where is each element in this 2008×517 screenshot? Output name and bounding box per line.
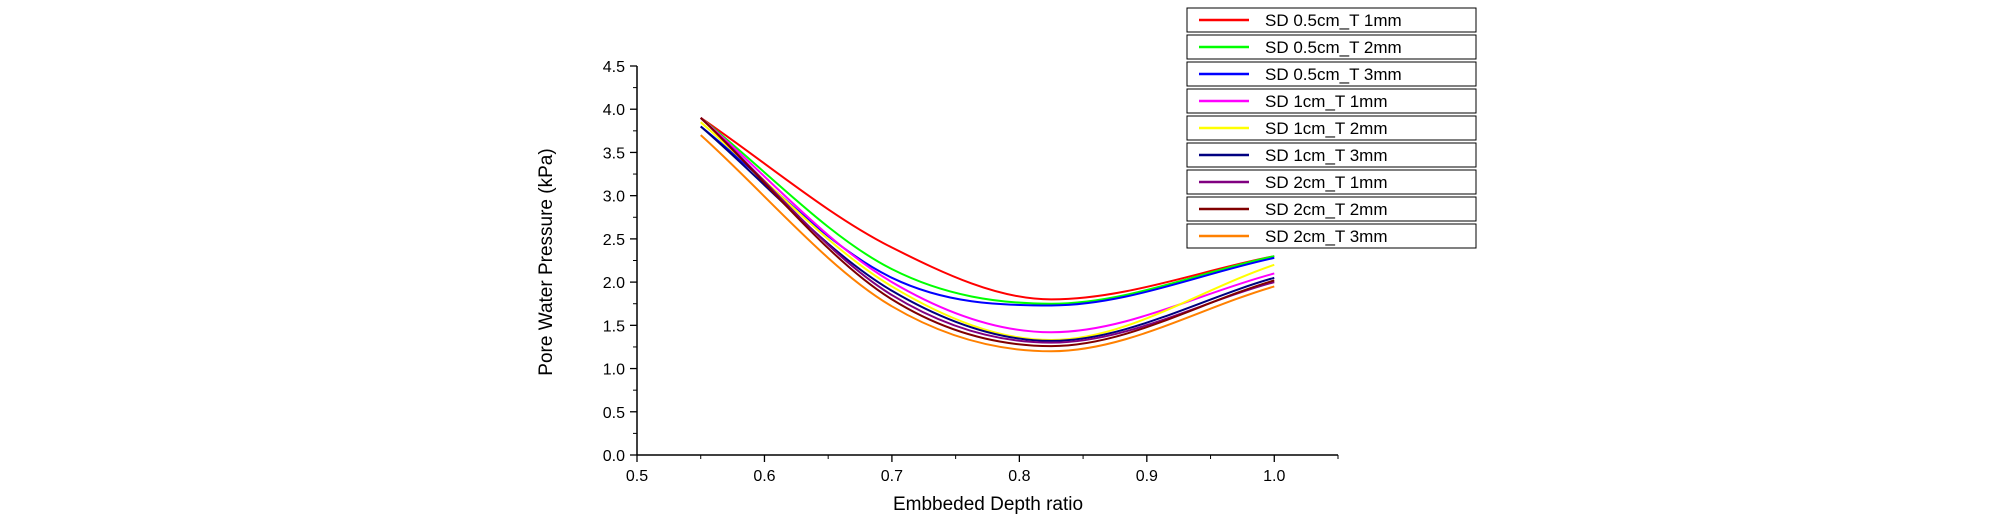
series-line-7 [700,117,1275,344]
y-tick-label: 1.0 [603,362,625,379]
y-tick-label: 3.5 [603,145,625,162]
x-tick-label: 0.9 [1136,468,1158,485]
legend-label: SD 1cm_T 2mm [1265,119,1388,138]
y-tick-label: 4.5 [603,59,625,76]
series-line-5 [700,121,1275,342]
y-ticks: 0.0 0.5 1.0 1.5 2.0 2.5 3.0 3.5 4.0 4.5 [603,59,637,465]
y-tick-label: 0.0 [603,448,625,465]
y-axis-title: Pore Water Pressure (kPa) [536,148,557,375]
legend-label: SD 1cm_T 3mm [1265,146,1388,165]
y-tick-label: 4.0 [603,102,625,119]
legend-label: SD 2cm_T 2mm [1265,200,1388,219]
x-tick-label: 0.8 [1008,468,1030,485]
legend: SD 0.5cm_T 1mm SD 0.5cm_T 2mm SD 0.5cm_T 3… [1186,7,1477,249]
legend-label: SD 0.5cm_T 1mm [1265,11,1402,30]
x-ticks: 0.5 0.6 0.7 0.8 0.9 1.0 [626,455,1339,485]
x-axis-title: Embbeded Depth ratio [893,494,1083,515]
legend-label: SD 0.5cm_T 2mm [1265,38,1402,57]
y-tick-label: 1.5 [603,318,625,335]
x-tick-label: 0.7 [881,468,903,485]
y-tick-label: 0.5 [603,405,625,422]
legend-label: SD 2cm_T 1mm [1265,173,1388,192]
series-line-2 [700,117,1275,305]
series-line-8 [700,117,1275,348]
legend-label: SD 1cm_T 1mm [1265,92,1388,111]
legend-label: SD 2cm_T 3mm [1265,227,1388,246]
legend-entry-box [1186,7,1477,33]
x-tick-label: 1.0 [1263,468,1285,485]
y-tick-label: 3.0 [603,189,625,206]
y-tick-label: 2.0 [603,275,625,292]
x-tick-label: 0.5 [626,468,648,485]
x-tick-label: 0.6 [753,468,775,485]
series-line-9 [700,134,1275,353]
legend-label: SD 0.5cm_T 3mm [1265,65,1402,84]
series-line-1 [700,117,1275,301]
y-tick-label: 2.5 [603,232,625,249]
series-lines [700,117,1275,353]
